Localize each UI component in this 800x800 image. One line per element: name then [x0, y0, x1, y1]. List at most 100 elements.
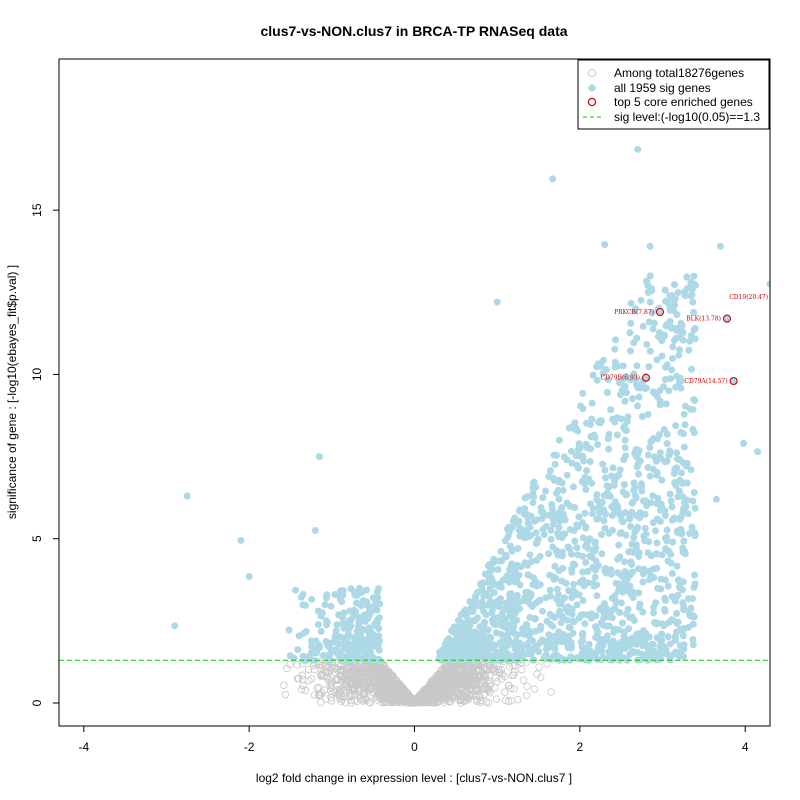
top-gene-point	[722, 314, 732, 323]
sig-gene-point	[621, 383, 629, 390]
sig-gene-point	[529, 637, 536, 645]
sig-gene-point	[567, 447, 575, 455]
gene-point	[462, 667, 470, 676]
gene-point	[501, 688, 509, 696]
y-axis: 0 5 10 15	[30, 203, 60, 706]
sig-gene-point	[608, 654, 616, 661]
sig-gene-point	[638, 480, 645, 488]
sig-gene-point	[663, 526, 671, 534]
gene-point	[381, 698, 389, 706]
sig-gene-point	[645, 363, 653, 371]
sig-gene-point	[474, 636, 482, 644]
sig-gene-point	[573, 601, 581, 609]
sig-gene-point	[515, 517, 523, 525]
sig-gene-point	[675, 351, 683, 359]
sig-gene-point	[628, 540, 636, 548]
sig-gene-point	[314, 621, 322, 629]
sig-gene-point	[513, 591, 521, 599]
gene-point	[461, 679, 469, 687]
x-axis: -4 -2 0 2 4	[78, 725, 749, 754]
sig-gene-point	[648, 287, 656, 294]
sig-gene-point	[645, 318, 653, 326]
sig-gene-point	[633, 334, 641, 342]
gene-point	[310, 691, 319, 699]
sig-gene-point	[555, 591, 562, 598]
sig-gene-point	[690, 396, 698, 404]
sig-gene-point	[313, 649, 321, 657]
sig-gene-point	[457, 618, 465, 626]
sig-gene-point	[560, 516, 568, 524]
sig-gene-point	[627, 522, 634, 530]
sig-gene-point	[616, 511, 624, 519]
sig-gene-point	[654, 494, 662, 502]
gene-point	[443, 694, 451, 703]
sig-gene-point	[653, 515, 661, 523]
sig-gene-point	[622, 641, 630, 649]
gene-point	[342, 675, 350, 683]
sig-gene-point	[503, 620, 511, 628]
gene-point	[427, 681, 436, 689]
sig-gene-point	[584, 544, 592, 552]
sig-gene-point	[593, 376, 601, 384]
sig-gene-point	[626, 329, 634, 337]
sig-gene-point	[651, 453, 659, 461]
sig-gene-point	[549, 509, 557, 517]
sig-gene-point	[353, 599, 361, 607]
sig-gene-point	[611, 345, 619, 353]
sig-gene-point	[545, 473, 553, 480]
sig-gene-point	[376, 637, 383, 645]
sig-gene-point	[508, 613, 516, 621]
sig-gene-point	[660, 383, 667, 391]
sig-gene-point	[657, 575, 665, 583]
sig-gene-point	[493, 298, 501, 306]
sig-gene-point	[299, 590, 307, 598]
gene-point	[318, 661, 326, 669]
sig-gene-point	[485, 562, 492, 570]
sig-gene-point	[444, 647, 452, 654]
gene-point	[329, 671, 337, 679]
sig-gene-point	[680, 547, 688, 555]
sig-gene-point	[503, 599, 511, 607]
sig-gene-point	[658, 503, 666, 511]
gene-point	[440, 661, 449, 670]
sig-gene-point	[664, 582, 672, 590]
sig-gene-point	[579, 637, 587, 645]
sig-gene-point	[612, 336, 619, 344]
sig-gene-point	[652, 550, 660, 558]
gene-point	[371, 666, 380, 674]
sig-gene-point	[634, 630, 642, 638]
sig-gene-point	[671, 301, 679, 309]
sig-gene-point	[589, 510, 596, 518]
top-gene-label: PRKCB(7.87)	[614, 309, 654, 316]
sig-gene-point	[564, 641, 572, 649]
sig-gene-point	[568, 593, 576, 601]
sig-gene-point	[646, 242, 654, 250]
sig-gene-point	[615, 580, 623, 588]
sig-gene-point	[688, 365, 695, 373]
sig-gene-point	[469, 641, 477, 649]
sig-gene-point	[672, 383, 680, 391]
y-tick-label: 15	[30, 203, 44, 217]
sig-gene-point	[581, 620, 589, 628]
sig-gene-point	[545, 550, 553, 558]
sig-gene-point	[658, 352, 666, 360]
sig-gene-point	[488, 609, 496, 617]
sig-gene-point	[617, 599, 625, 607]
sig-gene-point	[547, 526, 555, 534]
sig-gene-point	[601, 524, 609, 532]
sig-gene-point	[570, 483, 577, 491]
sig-gene-point	[572, 452, 580, 460]
sig-gene-point	[302, 628, 310, 635]
sig-gene-point	[513, 631, 521, 639]
sig-gene-point	[611, 625, 619, 633]
gene-point	[366, 671, 374, 679]
gene-point	[452, 666, 460, 675]
sig-gene-point	[681, 421, 689, 429]
sig-gene-point	[608, 512, 616, 519]
gene-point	[463, 693, 472, 701]
sig-gene-point	[591, 538, 599, 546]
sig-gene-point	[615, 541, 623, 549]
sig-gene-point	[603, 388, 611, 396]
sig-gene-point	[689, 298, 697, 306]
sig-gene-point	[668, 503, 676, 511]
